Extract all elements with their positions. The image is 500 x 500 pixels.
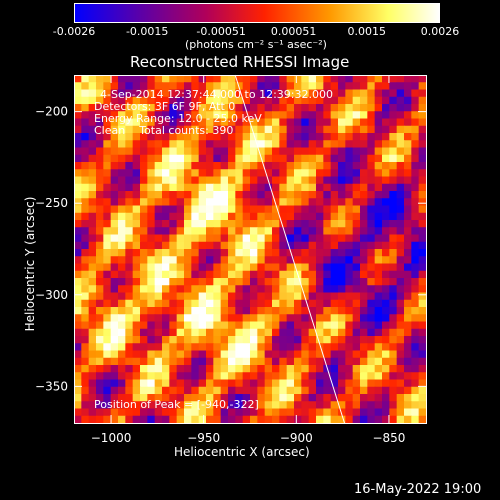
y-tick-label: −250 <box>35 196 68 210</box>
colorbar-tick-label: 0.0015 <box>347 25 387 38</box>
x-tick-label: −850 <box>372 431 405 445</box>
heatmap-image <box>74 75 427 424</box>
y-tick-label: −300 <box>35 288 68 302</box>
colorbar-tick-label: 0.00051 <box>270 25 317 38</box>
energy-annotation: Energy Range: 12.0 - 25.0 keV <box>94 112 262 125</box>
detectors-annotation: Detectors: 3F 6F 9F, Att 0 <box>94 100 236 113</box>
colorbar-tick-label: -0.0015 <box>125 25 169 38</box>
x-tick-label: −1000 <box>91 431 132 445</box>
colorbar-tick-label: 0.0026 <box>420 25 460 38</box>
footer-date: 16-May-2022 19:00 <box>354 482 482 497</box>
x-tick-label: −900 <box>280 431 313 445</box>
y-tick-label: −350 <box>35 379 68 393</box>
x-axis-label: Heliocentric X (arcsec) <box>174 445 310 459</box>
colorbar-unit-label: (photons cm⁻² s⁻¹ asec⁻²) <box>185 38 327 51</box>
x-tick-label: −950 <box>187 431 220 445</box>
peak-annotation: Position of Peak = [-940,-322] <box>94 398 259 411</box>
time-range-annotation: 4-Sep-2014 12:37:44.000 to 12:39:32.000 <box>100 88 333 101</box>
y-tick-label: −200 <box>35 105 68 119</box>
colorbar <box>74 3 440 23</box>
colorbar-tick-label: -0.00051 <box>196 25 246 38</box>
clean-annotation: Clean Total counts: 390 <box>94 124 234 137</box>
chart-title: Reconstructed RHESSI Image <box>130 53 350 71</box>
colorbar-tick-label: -0.0026 <box>52 25 96 38</box>
plot-frame <box>74 75 427 424</box>
y-axis-label: Heliocentric Y (arcsec) <box>23 196 37 332</box>
solar-limb-line <box>234 74 345 424</box>
